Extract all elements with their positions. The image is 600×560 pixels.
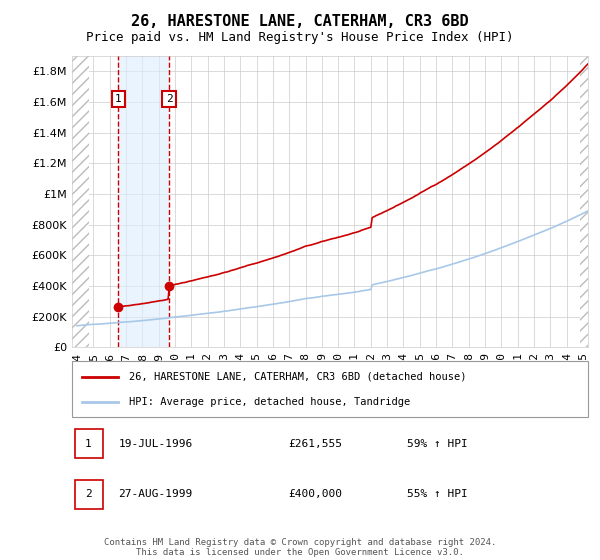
Text: 55% ↑ HPI: 55% ↑ HPI bbox=[407, 489, 468, 499]
Text: Contains HM Land Registry data © Crown copyright and database right 2024.
This d: Contains HM Land Registry data © Crown c… bbox=[104, 538, 496, 557]
Text: 1: 1 bbox=[115, 94, 122, 104]
Text: £400,000: £400,000 bbox=[289, 489, 343, 499]
FancyBboxPatch shape bbox=[72, 361, 588, 417]
Text: 26, HARESTONE LANE, CATERHAM, CR3 6BD: 26, HARESTONE LANE, CATERHAM, CR3 6BD bbox=[131, 14, 469, 29]
Text: HPI: Average price, detached house, Tandridge: HPI: Average price, detached house, Tand… bbox=[129, 396, 410, 407]
Text: £261,555: £261,555 bbox=[289, 439, 343, 449]
Text: 2: 2 bbox=[166, 94, 173, 104]
Bar bbox=[118, 56, 169, 347]
Bar bbox=[69, 56, 89, 347]
Text: 1: 1 bbox=[85, 439, 92, 449]
Bar bbox=[580, 56, 591, 347]
Text: Price paid vs. HM Land Registry's House Price Index (HPI): Price paid vs. HM Land Registry's House … bbox=[86, 31, 514, 44]
Text: 27-AUG-1999: 27-AUG-1999 bbox=[118, 489, 193, 499]
Text: 19-JUL-1996: 19-JUL-1996 bbox=[118, 439, 193, 449]
Text: 59% ↑ HPI: 59% ↑ HPI bbox=[407, 439, 468, 449]
Text: 2: 2 bbox=[85, 489, 92, 499]
Text: 26, HARESTONE LANE, CATERHAM, CR3 6BD (detached house): 26, HARESTONE LANE, CATERHAM, CR3 6BD (d… bbox=[129, 372, 466, 382]
FancyBboxPatch shape bbox=[74, 479, 103, 508]
FancyBboxPatch shape bbox=[74, 429, 103, 458]
